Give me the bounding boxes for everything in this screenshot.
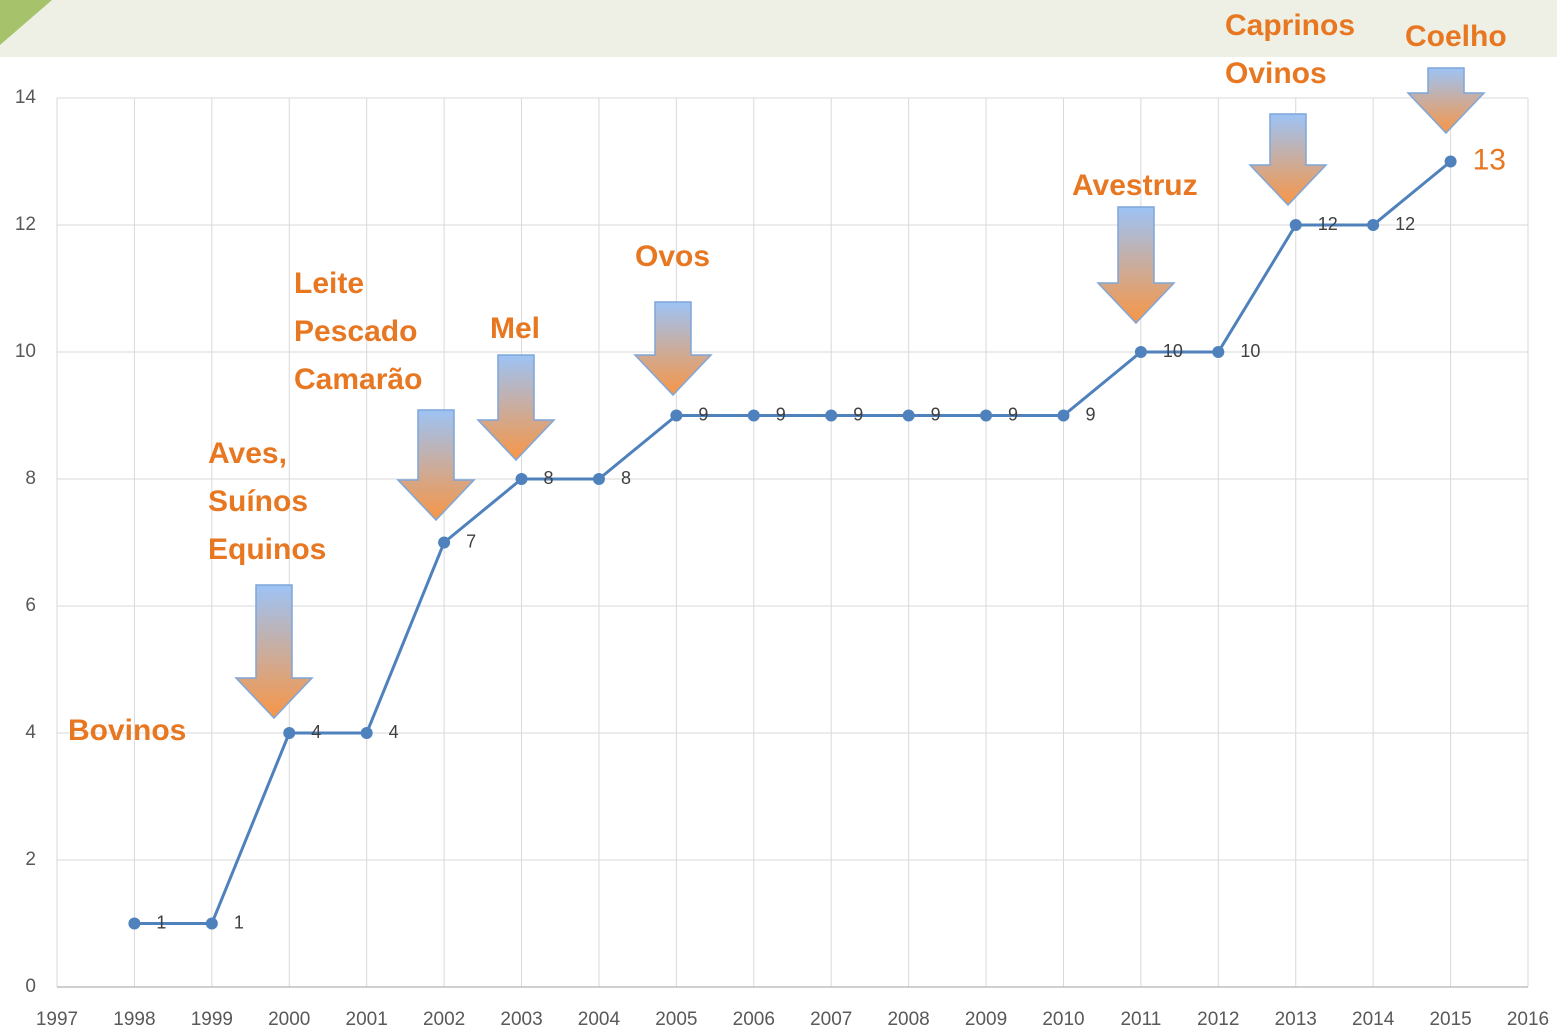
data-point [1212, 346, 1225, 358]
x-tick-label: 2012 [1197, 1009, 1239, 1030]
annotation-text: Caprinos [1225, 9, 1355, 42]
x-tick-label: 2011 [1120, 1009, 1161, 1030]
y-tick-label: 4 [25, 722, 36, 743]
data-point [128, 917, 141, 930]
data-point [283, 727, 296, 739]
annotation-text: Suínos [208, 485, 308, 518]
x-tick-label: 2002 [423, 1009, 465, 1030]
data-point [1289, 219, 1302, 231]
data-point [1134, 346, 1147, 358]
x-tick-label: 2004 [578, 1009, 621, 1030]
data-label: 1 [156, 912, 166, 932]
annotation-text: Leite [294, 267, 364, 300]
x-tick-label: 2005 [655, 1009, 697, 1030]
data-label: 4 [311, 722, 321, 742]
data-point [1444, 155, 1457, 168]
x-tick-label: 2009 [965, 1009, 1007, 1030]
x-tick-label: 2006 [733, 1009, 775, 1030]
data-point [592, 473, 605, 485]
x-tick-label: 2001 [346, 1009, 388, 1030]
data-point [980, 409, 993, 422]
data-label: 7 [466, 531, 476, 551]
data-label: 9 [1085, 404, 1095, 424]
x-tick-label: 2008 [887, 1009, 929, 1030]
data-label: 1 [234, 912, 244, 932]
data-point [825, 409, 838, 422]
annotation-arrow [633, 301, 713, 397]
y-tick-label: 2 [25, 849, 36, 870]
data-point [438, 536, 451, 549]
data-point [747, 409, 760, 422]
data-label: 9 [931, 404, 941, 424]
x-tick-label: 2000 [268, 1009, 310, 1030]
annotation-text: Coelho [1405, 20, 1507, 53]
annotation-text: Avestruz [1072, 169, 1198, 202]
annotation-arrow [396, 409, 476, 522]
data-label: 12 [1395, 214, 1415, 234]
data-point [360, 727, 373, 739]
data-label: 9 [698, 404, 708, 424]
x-tick-label: 1997 [36, 1009, 78, 1030]
data-point [902, 409, 915, 422]
data-label: 8 [621, 468, 631, 488]
annotation-text: Ovinos [1225, 57, 1327, 90]
data-label: 9 [853, 404, 863, 424]
annotation-arrow [1096, 206, 1176, 325]
data-label: 9 [776, 404, 786, 424]
x-tick-label: 1999 [191, 1009, 233, 1030]
x-tick-label: 2015 [1429, 1009, 1471, 1030]
data-point [1057, 409, 1070, 422]
y-tick-label: 10 [15, 341, 36, 362]
y-tick-label: 6 [25, 595, 36, 616]
annotation-text: Camarão [294, 363, 422, 396]
series-line [134, 160, 1452, 925]
data-label: 10 [1240, 341, 1260, 361]
data-label: 4 [389, 722, 399, 742]
x-tick-label: 1998 [113, 1009, 155, 1030]
corner-decoration [0, 0, 52, 45]
annotation-arrow [1248, 113, 1328, 207]
y-tick-label: 0 [25, 976, 36, 997]
data-label: 10 [1163, 341, 1183, 361]
data-label: 12 [1318, 214, 1338, 234]
data-label: 8 [544, 468, 554, 488]
data-label: 9 [1008, 404, 1018, 424]
annotation-arrow [1406, 67, 1486, 135]
x-tick-label: 2010 [1042, 1009, 1084, 1030]
header-band [0, 0, 1557, 57]
data-point [205, 917, 218, 930]
x-tick-label: 2013 [1275, 1009, 1317, 1030]
annotation-arrow [234, 584, 314, 720]
y-tick-label: 14 [15, 87, 37, 108]
y-tick-label: 8 [25, 468, 36, 489]
annotation-text: Bovinos [68, 714, 186, 747]
x-tick-label: 2007 [810, 1009, 852, 1030]
x-tick-label: 2016 [1507, 1009, 1549, 1030]
annotation-text: Mel [490, 312, 540, 345]
annotation-text: Equinos [208, 533, 326, 566]
data-label: 13 [1473, 143, 1506, 176]
data-point [670, 409, 683, 422]
annotation-text: Aves, [208, 437, 287, 470]
y-tick-label: 12 [15, 214, 36, 235]
annotation-arrow [476, 354, 556, 462]
x-tick-label: 2014 [1352, 1009, 1395, 1030]
data-point [1367, 219, 1380, 231]
data-point [515, 473, 528, 485]
x-tick-label: 2003 [500, 1009, 542, 1030]
annotation-text: Pescado [294, 315, 417, 348]
annotation-text: Ovos [635, 240, 710, 273]
